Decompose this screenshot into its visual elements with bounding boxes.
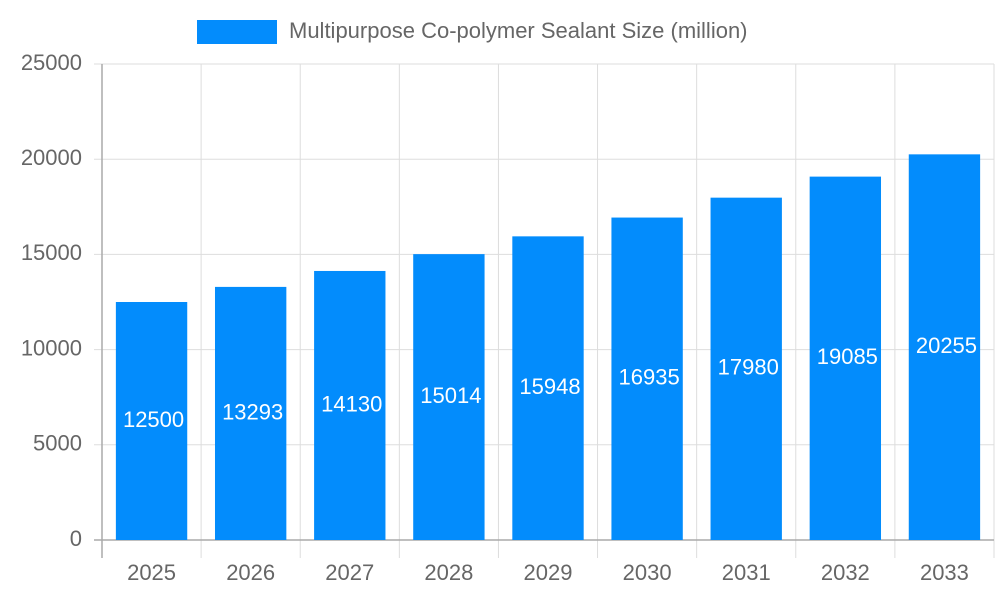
bar [314,270,386,540]
value-label: 12500 [123,407,184,432]
value-label: 16935 [619,365,680,390]
legend-swatch [197,20,277,44]
value-label: 17980 [718,355,779,380]
bar [611,217,683,540]
y-tick-label: 15000 [21,240,82,265]
value-label: 20255 [916,333,977,358]
legend-label: Multipurpose Co-polymer Sealant Size (mi… [289,18,748,43]
value-label: 14130 [321,391,382,416]
x-tick-label: 2028 [424,560,473,585]
value-label: 15948 [519,374,580,399]
y-tick-label: 10000 [21,335,82,360]
x-tick-label: 2029 [524,560,573,585]
y-tick-label: 20000 [21,145,82,170]
y-tick-label: 0 [70,526,82,551]
y-tick-label: 5000 [33,431,82,456]
bar [413,254,485,541]
bar [710,197,782,540]
bar [214,286,287,540]
bar [512,236,584,540]
x-tick-label: 2030 [623,560,672,585]
y-tick-label: 25000 [21,50,82,75]
x-tick-label: 2025 [127,560,176,585]
value-label: 15014 [420,383,481,408]
x-tick-label: 2033 [920,560,969,585]
x-tick-label: 2032 [821,560,870,585]
bar [908,154,981,541]
bar [809,176,882,541]
value-label: 13293 [222,399,283,424]
x-tick-label: 2031 [722,560,771,585]
x-tick-label: 2027 [325,560,374,585]
x-tick-label: 2026 [226,560,275,585]
value-label: 19085 [817,344,878,369]
bar [115,302,188,540]
